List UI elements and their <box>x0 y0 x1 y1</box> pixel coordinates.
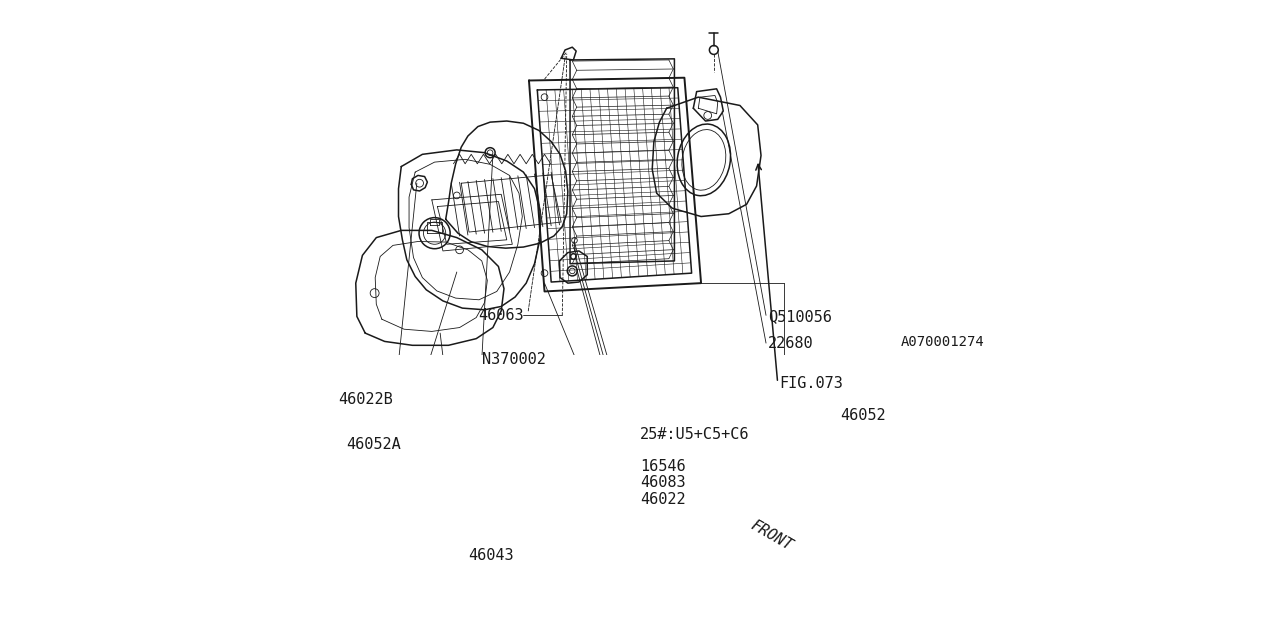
Text: 46052A: 46052A <box>347 436 402 452</box>
Text: 46022: 46022 <box>640 492 686 507</box>
Text: 46063: 46063 <box>477 308 524 323</box>
Text: FRONT: FRONT <box>749 518 795 554</box>
Text: Q510056: Q510056 <box>768 309 832 324</box>
Text: 46083: 46083 <box>640 476 686 490</box>
Text: 46052: 46052 <box>840 408 886 423</box>
Text: 16546: 16546 <box>640 459 686 474</box>
Text: 46022B: 46022B <box>338 392 393 407</box>
Text: A070001274: A070001274 <box>900 335 984 349</box>
Text: 46043: 46043 <box>468 548 513 563</box>
Text: 22680: 22680 <box>768 335 813 351</box>
Text: N370002: N370002 <box>481 352 545 367</box>
Text: 25#:U5+C5+C6: 25#:U5+C5+C6 <box>640 427 750 442</box>
Text: FIG.073: FIG.073 <box>778 376 842 390</box>
